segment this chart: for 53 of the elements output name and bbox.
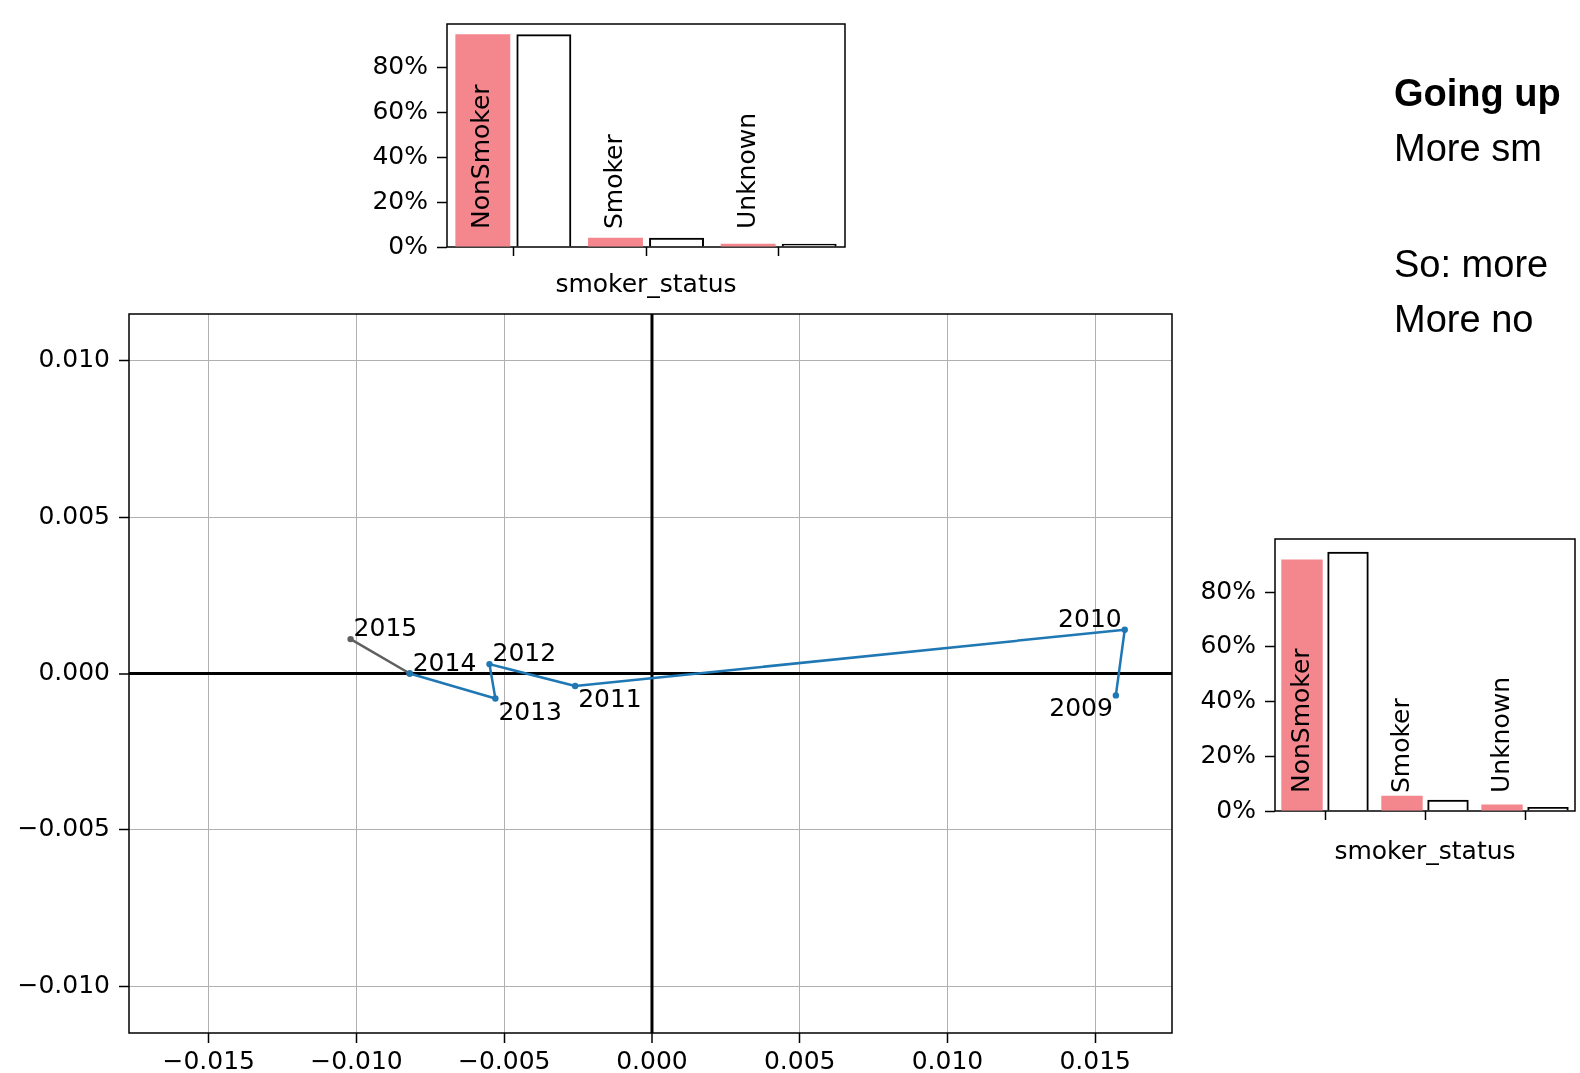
x-tick-label: Unknown [731,112,761,229]
y-tick-label: 20% [1200,739,1256,769]
point [1121,626,1128,633]
x-tick-label: 0.010 [911,1045,984,1073]
bar [1381,795,1423,811]
point [1112,692,1120,699]
x-tick-label: −0.015 [162,1045,256,1073]
y-tick-label: 0.010 [38,344,110,374]
y-tick-label: 0% [1216,794,1256,824]
annotation: 2013 [498,696,562,726]
annotation: 2014 [412,647,477,677]
text: Going up [1394,71,1561,115]
x-tick-label: −0.010 [310,1045,403,1073]
x-tick-label: Smoker [1385,697,1415,793]
bar [588,237,643,247]
text: So: more [1394,242,1549,286]
y-tick-label: −0.010 [17,969,110,999]
y-tick-label: 40% [1200,685,1256,715]
point [571,682,579,690]
y-tick-label: 0% [388,230,428,260]
y-tick-label: 0.005 [38,500,110,530]
bar [720,243,776,247]
y-tick-label: 60% [372,96,428,126]
y-tick-label: 0.000 [38,657,110,686]
x-tick-label: 0.000 [616,1045,688,1073]
bar [455,34,511,247]
x-axis-title: smoker_status [1334,835,1516,865]
y-tick-label: 80% [372,51,428,81]
y-tick-label: −0.005 [17,813,110,843]
x-axis-title: smoker_status [555,268,737,298]
text: More no [1394,297,1534,341]
annotation: 2009 [1049,693,1113,723]
bar [1281,559,1323,811]
annotation: 2011 [578,684,642,713]
annotation: 2015 [353,613,418,643]
x-tick-label: 0.005 [763,1045,836,1073]
x-tick-label: NonSmoker [1285,647,1315,793]
x-tick-label: Unknown [1485,676,1515,793]
annotation: 2010 [1058,603,1122,633]
y-tick-label: 80% [1200,575,1256,605]
point [492,695,499,702]
point [486,660,493,668]
point [347,635,354,643]
y-tick-label: 20% [372,185,428,215]
x-tick-label: −0.005 [457,1045,551,1073]
y-tick-label: 60% [1200,630,1256,660]
x-tick-label: NonSmoker [466,83,496,229]
y-tick-label: 40% [372,140,428,170]
x-tick-label: 0.015 [1059,1045,1131,1073]
bar [1481,804,1523,811]
text: More sm [1394,126,1542,170]
annotation: 2012 [492,638,557,668]
x-tick-label: Smoker [598,133,628,229]
